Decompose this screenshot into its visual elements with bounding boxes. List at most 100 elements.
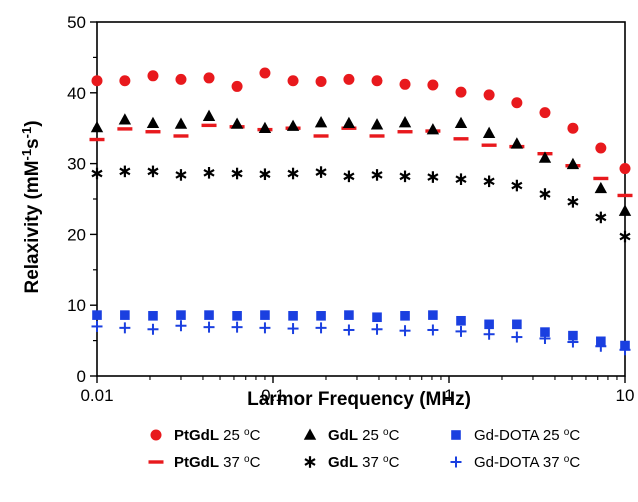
point-gd-dota-37-13: [455, 325, 467, 337]
y-tick-label-2: 20: [67, 225, 86, 244]
series-gd-dota-25: [92, 310, 630, 351]
point-gdl-37-9-arm-2: [343, 172, 355, 181]
point-gdl-25-19: [618, 204, 632, 216]
point-gd-dota-37-9: [343, 324, 355, 336]
y-axis-title-mid: s: [22, 138, 43, 149]
point-ptgdl-25-7: [287, 75, 299, 87]
legend-marker-0: [150, 429, 162, 441]
y-tick-label-4: 40: [67, 84, 86, 103]
point-gdl-37-7: [287, 167, 299, 180]
x-tick-label-1: 0.1: [261, 386, 285, 405]
point-gd-dota-37-5: [231, 321, 243, 333]
legend-label-unit-3: C: [250, 454, 261, 471]
point-gdl-37-1-arm-2: [119, 167, 131, 176]
point-gd-dota-37-16: [539, 332, 551, 344]
point-gdl-25-0: [90, 120, 104, 133]
y-axis-title-end: ): [22, 120, 43, 126]
point-gdl-37-7-arm-2: [287, 169, 299, 178]
point-ptgdl-25-18: [595, 142, 607, 154]
point-ptgdl-25-11: [399, 78, 411, 90]
legend-label-name-4: GdL: [328, 454, 358, 471]
point-gdl-25-2: [146, 116, 160, 129]
point-ptgdl-25-12: [427, 79, 439, 91]
legend-marker-5: [450, 456, 462, 468]
legend-label-0: PtGdL 25 oC: [174, 427, 261, 445]
legend-label-name-0: PtGdL: [174, 427, 219, 444]
y-axis-title-main: Relaxivity (mM: [22, 160, 43, 293]
point-gdl-37-8-arm-2: [315, 168, 327, 176]
point-gdl-25-17: [566, 157, 580, 170]
point-gdl-25-1: [118, 113, 132, 125]
legend-label-sup-0: o: [244, 427, 250, 438]
point-gdl-25-6: [258, 121, 272, 133]
point-gdl-25-8: [314, 116, 328, 128]
point-gdl-37-18: [595, 211, 607, 224]
series-ptgdl-37: [89, 123, 633, 198]
legend-item-5: Gd-DOTA 37 oC: [450, 454, 580, 472]
point-gdl-37-15: [511, 179, 523, 192]
point-gd-dota-37-1: [119, 322, 131, 334]
legend-label-name-2: Gd-DOTA: [474, 427, 540, 444]
legend-label-1: GdL 25 oC: [328, 427, 400, 445]
point-gd-dota-37-12: [427, 324, 439, 336]
point-ptgdl-25-1: [119, 75, 131, 87]
point-gd-dota-25-14: [484, 319, 494, 330]
point-gdl-25-12: [426, 123, 440, 135]
point-ptgdl-25-2: [147, 70, 159, 82]
series-gdl-25: [90, 109, 632, 216]
x-tick-label-0: 0.01: [80, 386, 113, 405]
point-gd-dota-37-7: [287, 323, 299, 335]
point-gdl-25-13: [454, 116, 468, 129]
point-ptgdl-25-9: [343, 73, 355, 85]
point-gd-dota-25-8: [316, 311, 326, 321]
point-gdl-37-12-arm-2: [427, 173, 439, 181]
series-gdl-37: [91, 165, 631, 243]
point-gd-dota-25-2: [148, 311, 158, 321]
point-gdl-37-15-arm-2: [511, 181, 523, 190]
point-ptgdl-25-15: [511, 97, 523, 109]
point-gd-dota-37-14: [483, 328, 495, 340]
point-gdl-37-8: [315, 166, 327, 178]
y-axis-title: Relaxivity (mM-1s-1): [19, 120, 44, 293]
point-gdl-25-15: [510, 137, 524, 149]
point-gd-dota-25-4: [204, 310, 214, 320]
legend-label-unit-0: C: [250, 427, 261, 444]
x-axis: 0.01 0.1 1 10: [80, 376, 634, 405]
point-gdl-37-2-arm-2: [147, 167, 159, 176]
point-gd-dota-37-19: [619, 344, 631, 356]
legend-item-3: PtGdL 37 oC: [148, 454, 261, 471]
point-gd-dota-37-2: [147, 323, 159, 335]
point-gd-dota-25-17: [568, 330, 578, 341]
data-series: [89, 67, 633, 356]
point-gdl-37-13-arm-2: [455, 175, 467, 184]
legend-item-0: PtGdL 25 oC: [150, 427, 261, 445]
legend-label-sup-5: o: [564, 454, 570, 465]
legend-label-temp-0: 25: [219, 427, 244, 444]
legend-label-5: Gd-DOTA 37 oC: [474, 454, 580, 472]
legend-label-name-1: GdL: [328, 427, 358, 444]
point-gd-dota-25-5: [232, 311, 242, 321]
legend-label-unit-1: C: [389, 427, 400, 444]
y-tick-label-0: 0: [77, 367, 86, 386]
point-gdl-25-9: [342, 116, 356, 129]
legend-item-4: GdL 37 oC: [304, 454, 400, 472]
legend-marker-4-arm-2: [304, 458, 316, 466]
point-gd-dota-37-3: [175, 320, 187, 332]
series-ptgdl-25: [91, 67, 631, 175]
legend-label-4: GdL 37 oC: [328, 454, 400, 472]
point-gdl-37-4-arm-2: [203, 168, 215, 177]
point-gdl-37-18-arm-2: [595, 213, 607, 222]
point-gdl-37-13: [455, 173, 467, 185]
point-gd-dota-37-4: [203, 321, 215, 333]
point-gdl-25-14: [482, 126, 496, 138]
y-tick-label-1: 10: [67, 296, 86, 315]
legend-label-name-5: Gd-DOTA: [474, 454, 540, 471]
point-gdl-37-11: [399, 170, 411, 183]
x-tick-label-3: 10: [616, 386, 635, 405]
point-ptgdl-25-5: [231, 80, 243, 92]
point-gd-dota-37-10: [371, 323, 383, 335]
x-axis-title: Larmor Frequency (MHz): [247, 389, 471, 410]
point-gdl-25-5: [230, 117, 244, 129]
point-gdl-37-17-arm-2: [567, 197, 579, 206]
